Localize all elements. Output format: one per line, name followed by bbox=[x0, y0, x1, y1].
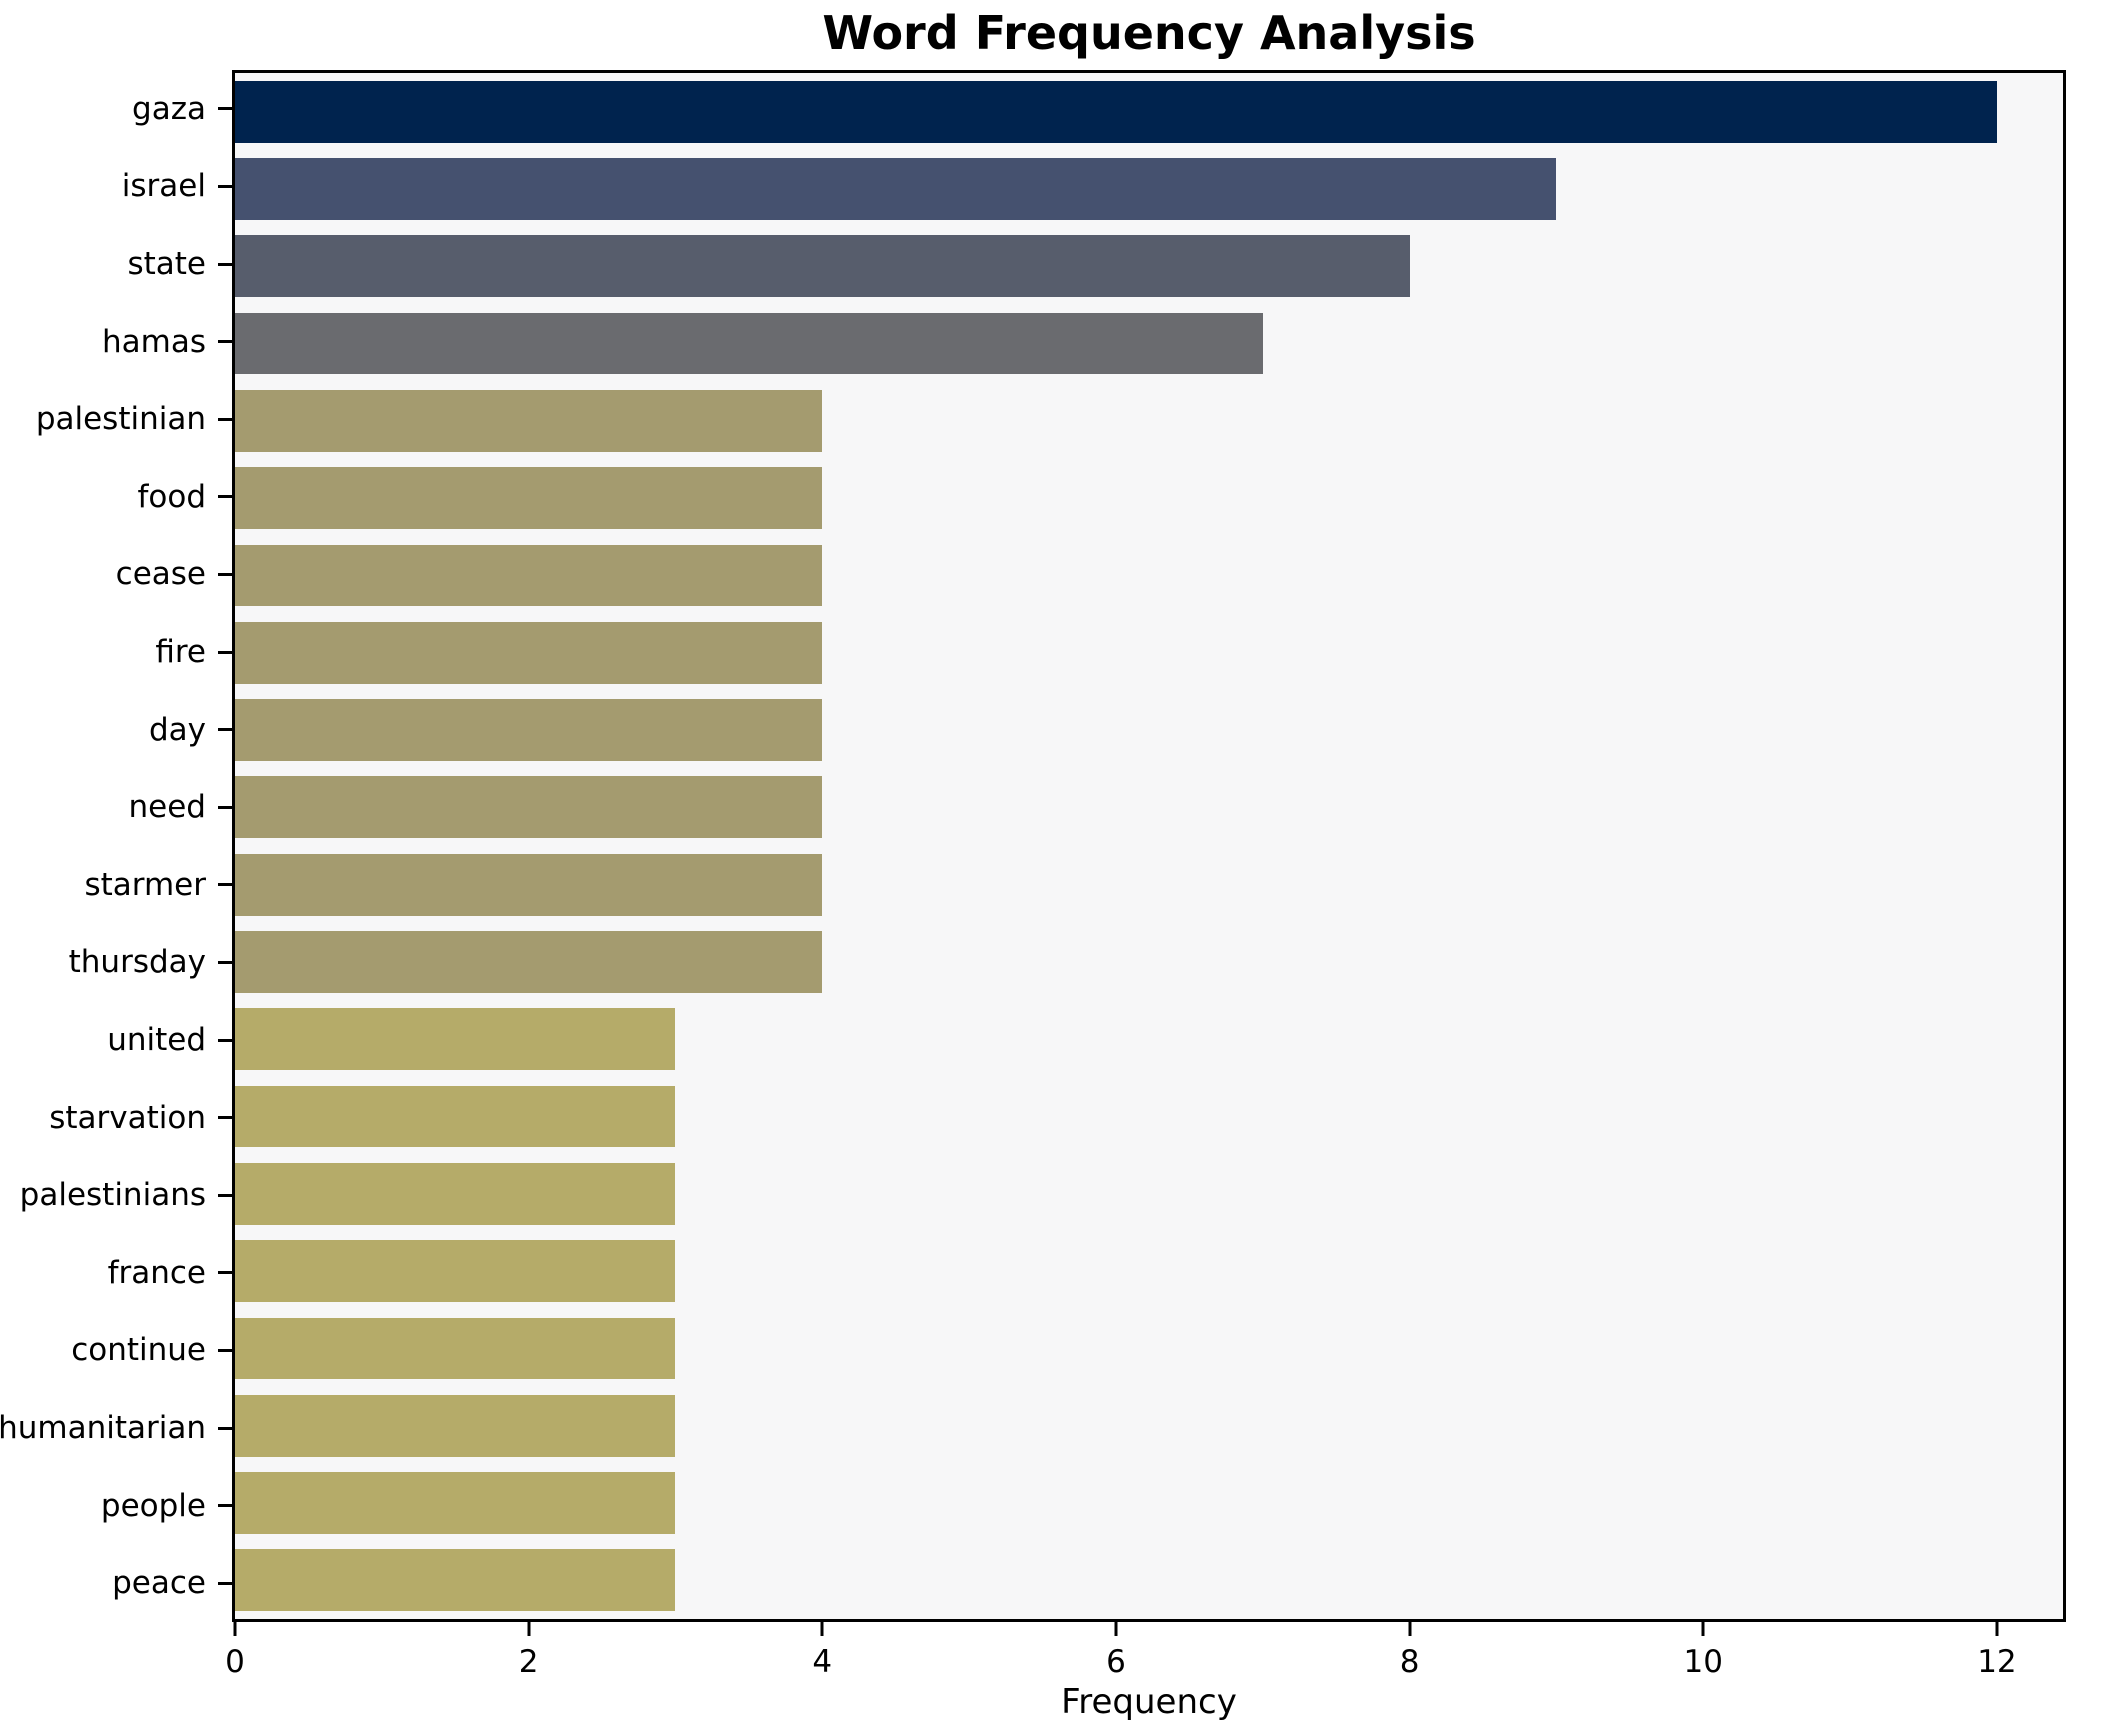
y-tick-label-cease: cease bbox=[115, 556, 206, 593]
y-tick-label-peace: peace bbox=[112, 1565, 206, 1602]
x-tick-mark bbox=[1114, 1622, 1118, 1636]
y-tick-label-gaza: gaza bbox=[132, 90, 206, 127]
y-tick-mark bbox=[218, 960, 232, 964]
y-tick-label-people: people bbox=[100, 1487, 206, 1524]
y-tick-label-need: need bbox=[128, 789, 206, 826]
bar-france bbox=[235, 1240, 676, 1303]
bar-peace bbox=[235, 1549, 676, 1612]
y-tick-label-palestinians: palestinians bbox=[19, 1177, 206, 1214]
bar-state bbox=[235, 235, 1410, 298]
bar-thursday bbox=[235, 931, 823, 993]
y-tick-label-food: food bbox=[137, 478, 206, 515]
bar-israel bbox=[235, 158, 1557, 220]
bar-starmer bbox=[235, 853, 823, 916]
y-tick-mark bbox=[218, 1426, 232, 1430]
y-tick-mark bbox=[218, 1581, 232, 1585]
bar-hamas bbox=[235, 312, 1263, 375]
bar-palestinian bbox=[235, 389, 823, 452]
y-tick-label-france: france bbox=[107, 1254, 206, 1291]
bar-humanitarian bbox=[235, 1394, 676, 1457]
x-tick-mark bbox=[233, 1622, 237, 1636]
x-tick-label-8: 8 bbox=[1399, 1644, 1420, 1680]
y-tick-label-state: state bbox=[127, 245, 206, 282]
y-tick-mark bbox=[218, 262, 232, 266]
y-tick-mark bbox=[218, 805, 232, 809]
y-tick-mark bbox=[218, 572, 232, 576]
y-tick-label-day: day bbox=[148, 711, 206, 748]
x-axis-title: Frequency bbox=[1061, 1682, 1237, 1722]
y-tick-mark bbox=[218, 184, 232, 188]
x-tick-mark bbox=[527, 1622, 531, 1636]
bar-continue bbox=[235, 1317, 676, 1380]
y-tick-label-united: united bbox=[107, 1021, 206, 1058]
y-tick-mark bbox=[218, 495, 232, 499]
y-tick-label-israel: israel bbox=[121, 168, 206, 205]
x-tick-label-6: 6 bbox=[1106, 1644, 1126, 1680]
y-tick-mark bbox=[218, 107, 232, 111]
y-tick-mark bbox=[218, 1116, 232, 1120]
bar-gaza bbox=[235, 80, 1997, 143]
y-tick-mark bbox=[218, 417, 232, 421]
x-axis-ticks: 0 2 4 6 8 10 12 bbox=[225, 1622, 2063, 1682]
chart-title: Word Frequency Analysis bbox=[822, 6, 1476, 60]
y-tick-label-starmer: starmer bbox=[84, 866, 206, 903]
y-tick-mark bbox=[218, 1504, 232, 1508]
x-tick-label-10: 10 bbox=[1683, 1644, 1723, 1680]
bar-need bbox=[235, 776, 823, 839]
x-tick-label-4: 4 bbox=[812, 1644, 833, 1680]
bar-fire bbox=[235, 621, 823, 684]
bar-united bbox=[235, 1008, 676, 1071]
y-tick-mark bbox=[218, 650, 232, 654]
y-tick-mark bbox=[218, 1348, 232, 1352]
y-tick-label-humanitarian: humanitarian bbox=[0, 1409, 206, 1446]
bar-people bbox=[235, 1472, 676, 1534]
x-tick-label-0: 0 bbox=[225, 1644, 245, 1680]
y-tick-mark bbox=[218, 883, 232, 887]
bar-palestinians bbox=[235, 1162, 676, 1225]
y-axis-ticks bbox=[218, 70, 232, 1622]
bar-starvation bbox=[235, 1085, 676, 1148]
x-tick-mark bbox=[1995, 1622, 1999, 1636]
x-tick-mark bbox=[1408, 1622, 1412, 1636]
bar-cease bbox=[235, 544, 823, 607]
plot-area bbox=[232, 70, 2066, 1622]
bar-day bbox=[235, 699, 823, 761]
y-tick-label-continue: continue bbox=[71, 1332, 206, 1369]
y-tick-mark bbox=[218, 728, 232, 732]
y-tick-label-starvation: starvation bbox=[49, 1099, 206, 1136]
y-tick-label-thursday: thursday bbox=[68, 944, 206, 981]
x-tick-mark bbox=[1701, 1622, 1705, 1636]
x-tick-label-12: 12 bbox=[1977, 1644, 2017, 1680]
y-tick-mark bbox=[218, 1271, 232, 1275]
y-tick-mark bbox=[218, 1038, 232, 1042]
x-tick-mark bbox=[820, 1622, 824, 1636]
y-tick-label-fire: fire bbox=[155, 633, 206, 670]
y-tick-label-palestinian: palestinian bbox=[35, 401, 206, 438]
y-tick-label-hamas: hamas bbox=[102, 323, 206, 360]
y-tick-mark bbox=[218, 1193, 232, 1197]
y-tick-mark bbox=[218, 340, 232, 344]
x-tick-label-2: 2 bbox=[518, 1644, 539, 1680]
bar-food bbox=[235, 467, 823, 530]
y-axis-labels: gaza israel state hamas palestinian food cease… bbox=[0, 70, 206, 1622]
